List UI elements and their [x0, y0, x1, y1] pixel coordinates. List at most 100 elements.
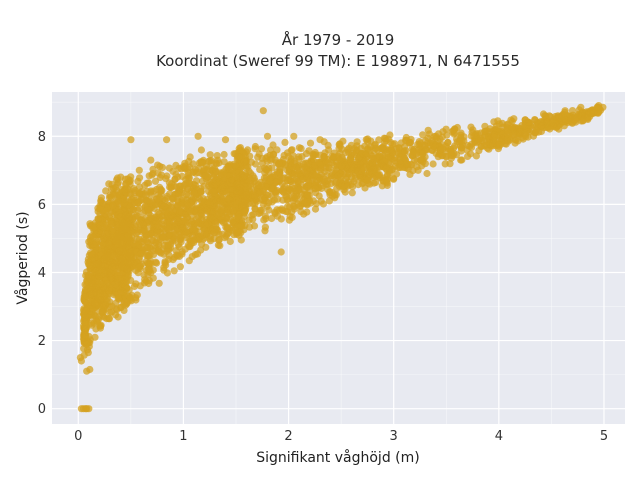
data-point-outlier	[127, 136, 135, 144]
data-point-outlier	[561, 107, 569, 115]
data-point	[108, 263, 116, 271]
data-point	[320, 175, 328, 183]
data-point	[495, 128, 503, 136]
data-point	[408, 145, 416, 153]
data-point	[198, 231, 206, 239]
data-point	[234, 179, 242, 187]
data-point	[216, 242, 224, 250]
data-point	[204, 173, 212, 181]
data-point	[135, 256, 143, 264]
data-point	[223, 209, 231, 217]
data-point	[251, 142, 259, 151]
data-point	[457, 131, 465, 139]
data-point	[120, 188, 128, 196]
data-point	[490, 133, 498, 141]
data-point	[284, 173, 292, 181]
data-point	[331, 179, 339, 187]
y-tick-label: 6	[38, 198, 46, 213]
data-point	[113, 279, 121, 287]
data-point	[89, 250, 97, 258]
data-point	[256, 165, 264, 173]
data-point	[165, 164, 173, 172]
data-point	[92, 288, 100, 296]
data-point	[185, 257, 193, 265]
data-point	[133, 248, 141, 256]
data-point	[250, 222, 259, 230]
data-point	[167, 211, 176, 219]
data-point	[442, 142, 450, 150]
data-point	[223, 214, 231, 222]
data-point	[183, 180, 191, 188]
data-point	[366, 146, 374, 154]
data-point	[379, 143, 387, 151]
data-point	[260, 216, 268, 224]
data-point	[175, 252, 183, 260]
data-point	[546, 125, 554, 133]
data-point	[535, 128, 543, 136]
data-point	[103, 230, 112, 238]
data-point	[87, 262, 95, 270]
data-point-outlier	[263, 132, 272, 140]
data-point	[210, 212, 218, 221]
data-point	[134, 269, 142, 277]
data-point	[129, 194, 138, 202]
data-point	[234, 214, 242, 222]
x-tick-labels: 0 1 2 3 4 5	[74, 429, 608, 444]
data-point	[507, 116, 515, 124]
data-point	[172, 170, 180, 179]
data-point	[376, 163, 384, 171]
data-point	[378, 182, 386, 190]
data-point	[328, 152, 336, 160]
data-point	[130, 206, 138, 214]
data-point	[87, 319, 95, 327]
data-point	[177, 201, 185, 209]
data-point	[153, 227, 162, 235]
x-tick-label: 5	[600, 429, 608, 444]
data-point	[166, 231, 174, 239]
data-point	[333, 185, 341, 193]
data-point-outlier	[147, 156, 155, 164]
data-point	[338, 161, 346, 169]
data-point	[419, 131, 427, 139]
data-point	[364, 176, 372, 184]
data-point-outlier	[290, 132, 298, 140]
data-point	[118, 239, 126, 247]
data-point	[257, 188, 265, 196]
data-point	[315, 192, 323, 200]
data-point	[115, 294, 123, 302]
data-point	[306, 168, 314, 176]
data-point	[331, 191, 339, 199]
y-tick-labels: 0 2 4 6 8	[38, 130, 46, 417]
data-point	[105, 315, 113, 323]
data-point	[109, 184, 118, 192]
data-point	[143, 252, 151, 260]
data-point	[192, 194, 200, 202]
data-point	[244, 182, 252, 191]
data-point	[92, 230, 100, 238]
data-point	[99, 308, 107, 316]
data-point	[134, 199, 142, 207]
data-point	[401, 143, 409, 151]
data-point	[96, 266, 104, 274]
data-point	[242, 164, 251, 172]
data-point	[175, 190, 183, 198]
data-point	[108, 308, 116, 316]
data-point	[159, 233, 167, 241]
data-point	[249, 191, 257, 199]
data-point	[468, 128, 476, 136]
data-point	[165, 179, 173, 187]
data-point	[494, 145, 502, 153]
data-point	[210, 229, 218, 237]
data-point	[260, 197, 268, 205]
data-point	[345, 144, 353, 152]
data-point	[241, 208, 249, 216]
data-point	[225, 196, 233, 204]
data-point	[281, 183, 289, 191]
data-point	[312, 171, 321, 179]
data-point	[126, 237, 134, 245]
data-point	[128, 247, 136, 255]
data-point-outlier	[122, 180, 130, 188]
data-point	[160, 202, 169, 210]
data-point	[112, 237, 120, 245]
data-point	[262, 183, 270, 191]
